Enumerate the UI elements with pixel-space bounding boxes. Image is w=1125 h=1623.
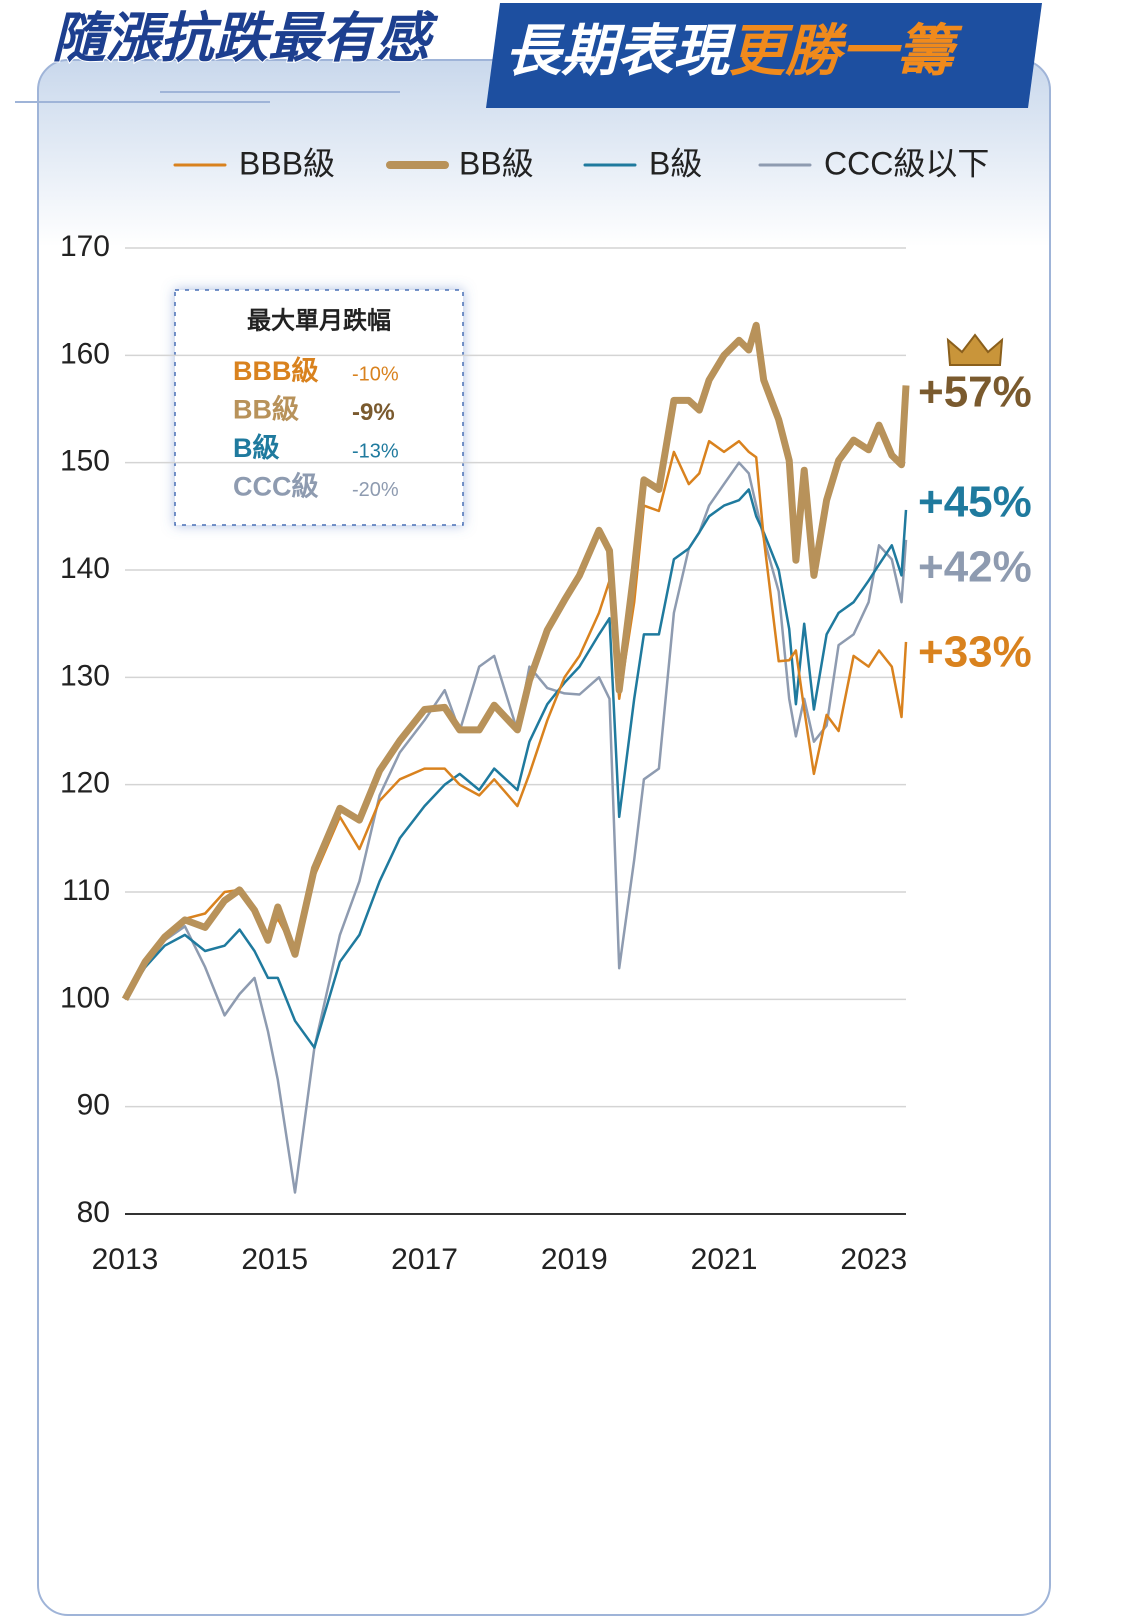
legend-label: BB級 — [459, 145, 534, 181]
y-tick-label: 160 — [60, 337, 110, 370]
series-line — [121, 321, 910, 1001]
x-tick-label: 2019 — [541, 1243, 608, 1276]
y-tick-label: 80 — [77, 1196, 110, 1229]
legend-label: CCC級以下 — [824, 145, 989, 181]
x-tick-label: 2023 — [840, 1243, 907, 1276]
header-box — [486, 3, 1042, 108]
end-label: +42% — [918, 543, 1032, 592]
drawdown-value: -9% — [352, 399, 395, 426]
drawdown-value: -20% — [352, 479, 399, 501]
x-tick-label: 2015 — [241, 1243, 308, 1276]
end-label: +33% — [918, 628, 1032, 677]
drawdown-label: CCC級 — [233, 471, 319, 502]
x-tick-label: 2017 — [391, 1243, 458, 1276]
drawdown-label: BB級 — [233, 394, 299, 425]
drawdown-title: 最大單月跌幅 — [247, 307, 391, 334]
header-orange: 更勝一籌 — [729, 19, 963, 82]
y-tick-label: 110 — [62, 874, 110, 907]
end-label: +45% — [918, 478, 1032, 527]
drawdown-box — [174, 289, 464, 526]
drawdown-value: -13% — [352, 440, 399, 462]
y-tick-label: 130 — [60, 659, 110, 692]
y-tick-label: 140 — [60, 552, 110, 585]
y-tick-label: 100 — [60, 981, 110, 1014]
series-line — [123, 488, 908, 1049]
y-tick-label: 90 — [77, 1089, 110, 1122]
header-right: 長期表現更勝一籌 — [505, 19, 963, 82]
drawdown-value: -10% — [352, 363, 399, 385]
y-tick-label: 150 — [60, 445, 110, 478]
crown — [946, 333, 1004, 366]
drawdown-label: B級 — [233, 432, 280, 463]
y-tick-label: 120 — [60, 767, 110, 800]
end-label: +57% — [918, 368, 1032, 417]
y-tick-label: 170 — [60, 230, 110, 263]
drawdown-label: BBB級 — [233, 355, 319, 386]
legend-label: BBB級 — [239, 145, 335, 181]
legend-label: B級 — [649, 145, 702, 181]
header-left: 隨漲抗跌最有感 — [52, 8, 439, 68]
x-tick-label: 2013 — [92, 1243, 159, 1276]
header-white: 長期表現 — [505, 19, 737, 82]
x-tick-label: 2021 — [691, 1243, 758, 1276]
series-line — [123, 461, 908, 1194]
